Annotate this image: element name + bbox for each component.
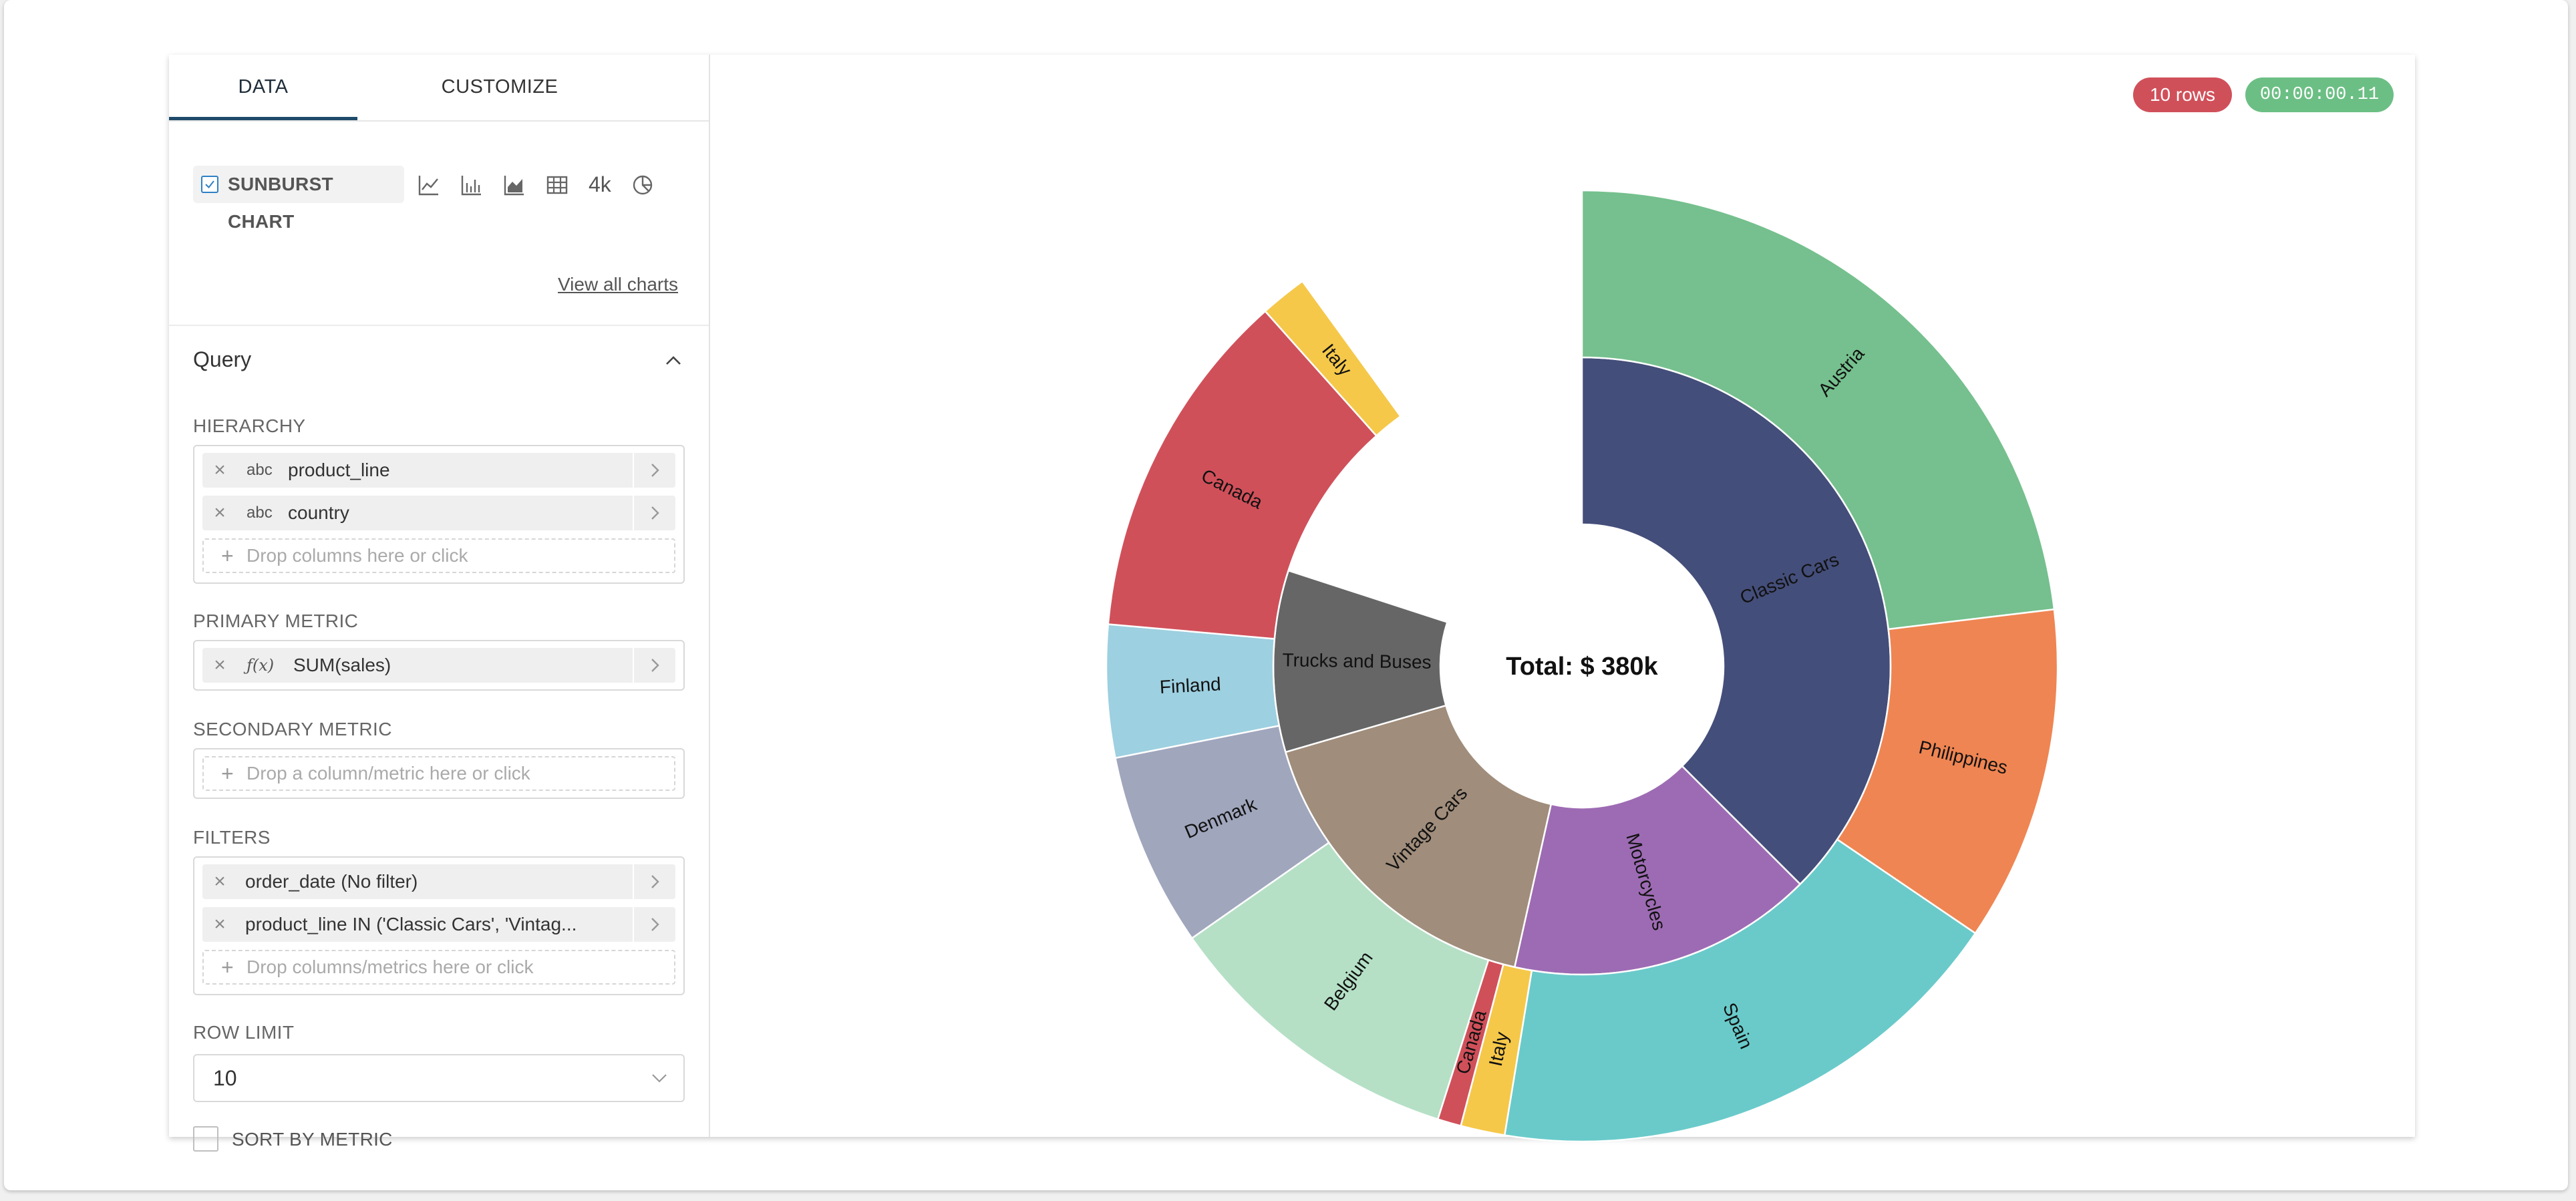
outer-segment-austria[interactable]: [1581, 189, 2056, 631]
selected-viz-label: SUNBURST CHART: [228, 174, 333, 232]
hierarchy-item-name: country: [288, 502, 349, 523]
chart-center-hole: [1440, 524, 1724, 808]
filters-drop-zone[interactable]: + Drop columns/metrics here or click: [202, 950, 675, 985]
chevron-right-icon[interactable]: [633, 864, 675, 899]
secondary-metric-label: SECONDARY METRIC: [193, 719, 392, 739]
table-icon[interactable]: [546, 174, 569, 196]
remove-icon[interactable]: ×: [214, 502, 226, 524]
row-limit-label: ROW LIMIT: [193, 1022, 295, 1043]
filter-text: product_line IN ('Classic Cars', 'Vintag…: [245, 914, 577, 934]
filter-item[interactable]: × product_line IN ('Classic Cars', 'Vint…: [202, 907, 675, 942]
tab-customize[interactable]: CUSTOMIZE: [441, 76, 558, 98]
chevron-down-icon: [652, 1074, 667, 1083]
hierarchy-item-name: product_line: [288, 460, 390, 480]
drop-placeholder: Drop columns/metrics here or click: [247, 957, 534, 977]
chevron-right-icon[interactable]: [633, 453, 675, 488]
selected-viz-chip[interactable]: SUNBURST CHART: [193, 166, 404, 232]
chevron-up-icon[interactable]: [663, 353, 683, 369]
secondary-metric-box: + Drop a column/metric here or click: [193, 748, 685, 799]
sort-by-metric-label: SORT BY METRIC: [232, 1129, 393, 1150]
metric-item[interactable]: × ƒ(x) SUM(sales): [202, 648, 675, 683]
outer-segment-spain[interactable]: [1503, 838, 1977, 1143]
row-limit-select[interactable]: 10: [193, 1054, 685, 1102]
row-count-badge: 10 rows: [2133, 77, 2232, 112]
inner-label-trucks-and-buses: Trucks and Buses: [1282, 649, 1432, 672]
pie-chart-icon[interactable]: [631, 174, 654, 196]
line-chart-icon[interactable]: [418, 174, 440, 196]
hierarchy-box: × abc product_line × abc country +: [193, 445, 685, 584]
chart-center-label: Total: $ 380k: [1506, 653, 1658, 681]
primary-metric-label: PRIMARY METRIC: [193, 611, 359, 631]
checked-box-icon: [201, 176, 218, 193]
app-frame: DATA CUSTOMIZE SUNBURST CHART: [4, 0, 2568, 1190]
view-all-charts-link[interactable]: View all charts: [558, 274, 679, 295]
string-type-icon: abc: [247, 504, 273, 522]
hierarchy-label: HIERARCHY: [193, 415, 306, 436]
drop-placeholder: Drop a column/metric here or click: [247, 763, 530, 784]
control-panel: DATA CUSTOMIZE SUNBURST CHART: [169, 55, 710, 1152]
hierarchy-drop-zone[interactable]: + Drop columns here or click: [202, 538, 675, 573]
remove-icon[interactable]: ×: [214, 913, 226, 935]
row-limit-value: 10: [213, 1066, 237, 1090]
metric-name: SUM(sales): [293, 655, 391, 675]
remove-icon[interactable]: ×: [214, 459, 226, 481]
outer-segment-italy[interactable]: [1264, 280, 1402, 438]
plus-icon: +: [221, 544, 234, 568]
string-type-icon: abc: [247, 461, 273, 479]
bar-chart-icon[interactable]: [460, 174, 483, 196]
chevron-right-icon[interactable]: [633, 648, 675, 683]
secondary-metric-drop-zone[interactable]: + Drop a column/metric here or click: [202, 756, 675, 791]
hierarchy-item[interactable]: × abc product_line: [202, 453, 675, 488]
function-type-icon: ƒ(x): [247, 656, 275, 675]
sort-by-metric-checkbox[interactable]: [193, 1126, 218, 1152]
drop-placeholder: Drop columns here or click: [247, 545, 468, 566]
filters-box: × order_date (No filter) × product_line …: [193, 856, 685, 995]
hierarchy-item[interactable]: × abc country: [202, 496, 675, 530]
big-number-icon[interactable]: 4k: [589, 172, 611, 196]
plus-icon: +: [221, 955, 234, 979]
filters-label: FILTERS: [193, 827, 271, 848]
filter-text: order_date (No filter): [245, 871, 418, 892]
chevron-right-icon[interactable]: [633, 496, 675, 530]
explore-card: DATA CUSTOMIZE SUNBURST CHART: [169, 55, 2415, 1152]
area-chart-icon[interactable]: [503, 174, 526, 196]
chevron-right-icon[interactable]: [633, 907, 675, 942]
active-tab-indicator: [169, 117, 357, 120]
remove-icon[interactable]: ×: [214, 870, 226, 892]
section-divider: [169, 325, 709, 326]
outer-segment-canada[interactable]: [1107, 310, 1378, 640]
remove-icon[interactable]: ×: [214, 654, 226, 676]
tab-data[interactable]: DATA: [238, 76, 289, 98]
plus-icon: +: [221, 761, 234, 786]
filter-item[interactable]: × order_date (No filter): [202, 864, 675, 899]
primary-metric-box: × ƒ(x) SUM(sales): [193, 640, 685, 691]
query-time-badge: 00:00:00.11: [2245, 77, 2394, 112]
panel-tabs: DATA CUSTOMIZE: [169, 55, 709, 122]
outer-label-finland: Finland: [1159, 673, 1221, 697]
query-section-title[interactable]: Query: [193, 347, 252, 371]
